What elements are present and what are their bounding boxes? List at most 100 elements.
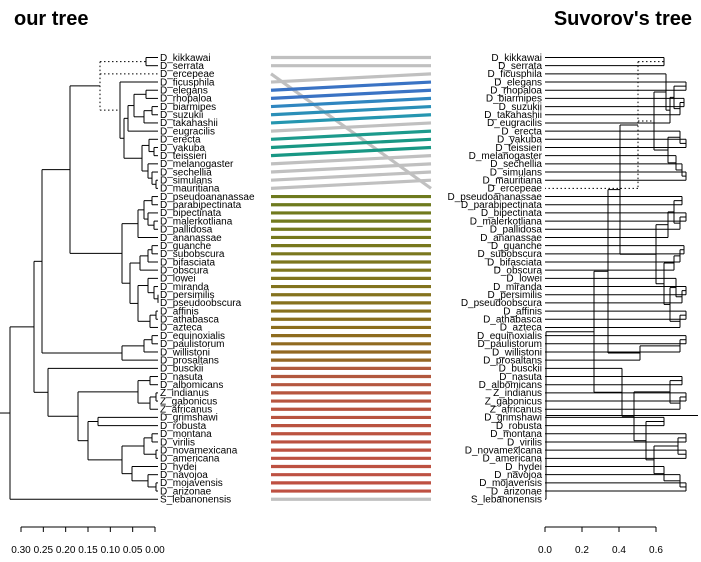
left-tip-label: D_mojavensis (160, 478, 223, 489)
tip-connector (270, 129, 432, 141)
right-tip-label: D_bipectinata (481, 208, 543, 219)
left-tip-label: Z_africanus (160, 405, 212, 416)
right-tip-label: D_bifasciata (487, 257, 542, 268)
left-tip-label: D_takahashii (160, 118, 218, 129)
tip-connector (270, 80, 432, 92)
left-tip-label: D_montana (160, 429, 212, 440)
left-tip-label: D_biarmipes (160, 102, 216, 113)
tip-connector (270, 145, 432, 158)
tip-connector (270, 121, 432, 133)
left-tip-label: D_lowei (160, 274, 196, 285)
right-tip-label: D_equinoxialis (477, 331, 542, 342)
right-tip-label: D_kikkawai (491, 53, 542, 64)
left-tip-label: D_albomicans (160, 380, 223, 391)
left-tip-label: Z_gabonicus (160, 396, 217, 407)
right-tip-label: D_grimshawi (484, 413, 542, 424)
right-tip-label: D_subobscura (478, 249, 543, 260)
right-tip-label: D_ercepeae (488, 184, 543, 195)
right-tip-label: S_lebanonensis (471, 495, 542, 506)
right-tip-label: D_mauritiana (483, 176, 543, 187)
left-tip-label: D_virilis (160, 437, 195, 448)
left-tip-label: D_ficusphila (160, 77, 215, 88)
tip-connector (270, 154, 432, 166)
right-tip-label: D_suzukii (499, 102, 542, 113)
right-tip-label: D_albomicans (479, 380, 542, 391)
right-tip-label: D_sechellia (490, 159, 542, 170)
right-tip-label: D_montana (490, 429, 542, 440)
right-tip-label: D_mojavensis (479, 478, 542, 489)
right-tip-label: D_elegans (494, 77, 542, 88)
tip-connector (270, 104, 432, 117)
right-tip-label: D_obscura (494, 265, 543, 276)
right-tip-label: D_ananassae (480, 233, 542, 244)
left-tip-label: D_erecta (160, 135, 201, 146)
left-tip-label: D_kikkawai (160, 53, 211, 64)
left-tip-label: D_navojoa (160, 470, 208, 481)
right-tip-label: D_paulistorum (478, 339, 542, 350)
left-tip-label: D_arizonae (160, 486, 212, 497)
tip-connector (270, 178, 432, 190)
left-tip-label: D_rhopaloa (160, 94, 212, 105)
right-tip-label: D_hydei (505, 462, 542, 473)
left-tip-label: D_ananassae (160, 233, 222, 244)
left-tip-label: D_busckii (160, 364, 203, 375)
left-tip-label: D_robusta (160, 421, 207, 432)
left-tip-label: Z_indianus (160, 388, 209, 399)
right-scale-tick-label: 0.4 (612, 545, 626, 556)
left-tip-label: D_grimshawi (160, 413, 218, 424)
right-tip-label: D_robusta (496, 421, 543, 432)
left-tip-label: D_azteca (160, 323, 203, 334)
left-tip-label: D_simulans (160, 176, 212, 187)
left-tip-label: D_sechellia (160, 167, 212, 178)
left-tip-label: D_hydei (160, 462, 197, 473)
left-scale-tick-label: 0.25 (34, 545, 54, 556)
right-tip-label: D_busckii (499, 364, 542, 375)
right-tip-label: D_pseudoananassae (447, 192, 542, 203)
left-tip-label: D_novamexicana (160, 445, 238, 456)
right-tip-label: D_persimilis (488, 290, 542, 301)
right-tip-label: D_pseudoobscura (461, 298, 543, 309)
left-tip-label: D_pallidosa (160, 225, 213, 236)
right-tip-label: D_biarmipes (486, 94, 542, 105)
left-tip-label: D_bipectinata (160, 208, 222, 219)
right-tip-label: D_pallidosa (490, 225, 543, 236)
right-tip-label: D_yakuba (497, 135, 542, 146)
right-tip-label: D_navojoa (494, 470, 542, 481)
right-tip-label: D_nasuta (499, 372, 542, 383)
left-tip-label: D_teissieri (160, 151, 207, 162)
left-tip-label: D_subobscura (160, 249, 225, 260)
left-tip-label: D_malerkotliana (160, 216, 233, 227)
right-tree-title: Suvorov's tree (553, 8, 692, 30)
tip-connector (270, 170, 432, 182)
left-tip-label: D_mauritiana (160, 184, 220, 195)
right-tip-label: D_simulans (490, 167, 542, 178)
right-tip-label: D_lowei (506, 274, 542, 285)
right-tip-label: D_willistoni (492, 347, 542, 358)
right-tip-label: D_novamexicana (465, 445, 543, 456)
left-tip-label: D_affinis (160, 306, 199, 317)
right-scale-tick-label: 0.2 (575, 545, 589, 556)
left-tip-label: D_melanogaster (160, 159, 234, 170)
left-tip-label: D_athabasca (160, 315, 219, 326)
left-tip-label: D_prosaltans (160, 355, 219, 366)
right-tip-label: D_parabipectinata (461, 200, 543, 211)
right-tip-label: D_azteca (500, 323, 543, 334)
right-tip-label: Z_indianus (493, 388, 542, 399)
right-tip-label: D_takahashii (484, 110, 542, 121)
left-tip-label: D_paulistorum (160, 339, 224, 350)
left-tip-label: D_eugracilis (160, 126, 215, 137)
right-tip-label: D_miranda (493, 282, 542, 293)
right-tip-label: D_eugracilis (487, 118, 542, 129)
left-scale-tick-label: 0.10 (101, 545, 121, 556)
left-tip-label: D_suzukii (160, 110, 203, 121)
left-tip-label: D_americana (160, 454, 220, 465)
left-scale-tick-label: 0.30 (11, 545, 31, 556)
left-tip-label: S_lebanonensis (160, 495, 231, 506)
right-tip-label: D_malerkotliana (470, 216, 543, 227)
left-scale-tick-label: 0.05 (123, 545, 143, 556)
right-tip-label: D_americana (483, 454, 543, 465)
left-scale-tick-label: 0.00 (145, 545, 165, 556)
tip-connector (270, 162, 432, 174)
left-tip-label: D_nasuta (160, 372, 203, 383)
